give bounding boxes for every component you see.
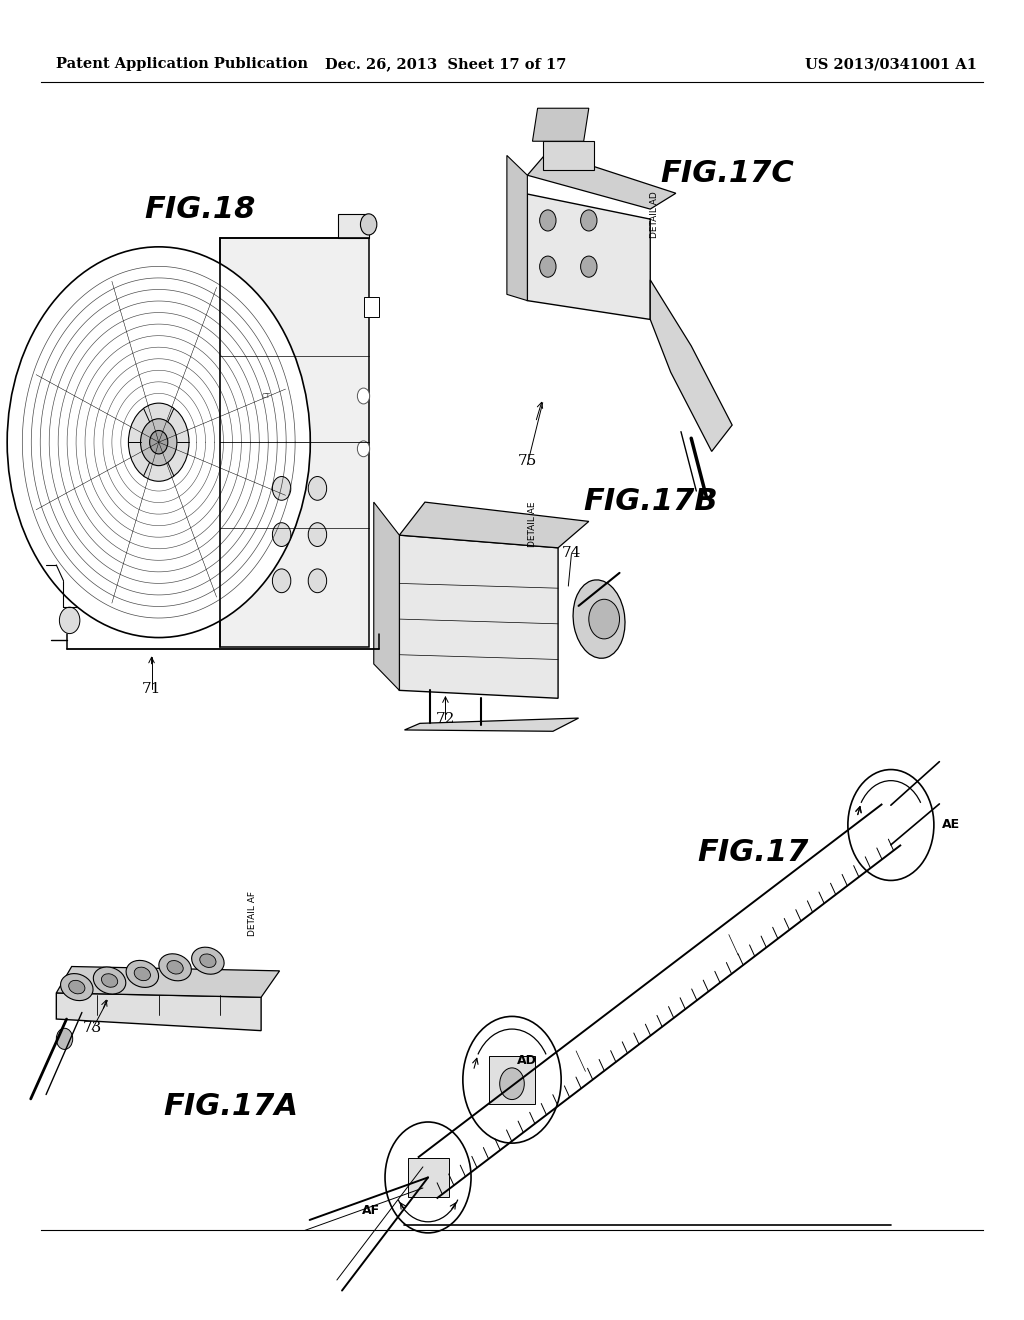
Text: AD: AD: [517, 1055, 537, 1068]
Ellipse shape: [101, 974, 118, 987]
Text: DETAIL AD: DETAIL AD: [650, 191, 659, 238]
Bar: [220, 238, 369, 647]
Polygon shape: [507, 156, 527, 301]
Text: 74: 74: [562, 546, 581, 560]
Circle shape: [581, 210, 597, 231]
Polygon shape: [399, 535, 558, 698]
Text: FIG.17C: FIG.17C: [660, 160, 794, 189]
Circle shape: [500, 1068, 524, 1100]
Polygon shape: [650, 280, 732, 451]
Circle shape: [56, 1028, 73, 1049]
Text: AE: AE: [942, 818, 961, 832]
Circle shape: [357, 441, 370, 457]
Circle shape: [581, 256, 597, 277]
Polygon shape: [527, 152, 676, 209]
Circle shape: [272, 477, 291, 500]
Text: AF: AF: [361, 1204, 380, 1217]
Text: DETAIL AF: DETAIL AF: [248, 891, 257, 936]
Text: 75: 75: [518, 454, 537, 467]
Bar: [364, 297, 379, 317]
Bar: [338, 214, 369, 238]
Polygon shape: [404, 718, 579, 731]
Ellipse shape: [93, 968, 126, 994]
Circle shape: [540, 256, 556, 277]
Text: Dec. 26, 2013  Sheet 17 of 17: Dec. 26, 2013 Sheet 17 of 17: [325, 57, 566, 71]
Polygon shape: [532, 108, 589, 141]
Bar: [543, 141, 594, 170]
Circle shape: [540, 210, 556, 231]
Ellipse shape: [60, 974, 93, 1001]
Circle shape: [385, 1122, 471, 1233]
Polygon shape: [56, 966, 280, 998]
Ellipse shape: [200, 954, 216, 968]
Ellipse shape: [167, 961, 183, 974]
Polygon shape: [399, 502, 589, 548]
Ellipse shape: [191, 948, 224, 974]
Circle shape: [360, 214, 377, 235]
Ellipse shape: [126, 961, 159, 987]
Text: 72: 72: [436, 713, 455, 726]
Polygon shape: [527, 194, 650, 319]
Circle shape: [463, 1016, 561, 1143]
Bar: [489, 1056, 535, 1104]
Text: Patent Application Publication: Patent Application Publication: [56, 57, 308, 71]
Circle shape: [308, 569, 327, 593]
Ellipse shape: [159, 954, 191, 981]
Circle shape: [272, 569, 291, 593]
Circle shape: [150, 430, 168, 454]
Circle shape: [308, 523, 327, 546]
Text: DETAIL AE: DETAIL AE: [528, 502, 538, 546]
Text: FIG.18: FIG.18: [144, 195, 255, 224]
Text: 73: 73: [83, 1022, 101, 1035]
Circle shape: [272, 523, 291, 546]
Text: FIG.17A: FIG.17A: [163, 1093, 298, 1122]
Text: CT: CT: [262, 393, 270, 399]
Ellipse shape: [69, 981, 85, 994]
Circle shape: [357, 388, 370, 404]
Circle shape: [308, 477, 327, 500]
Circle shape: [140, 418, 177, 466]
Circle shape: [7, 247, 310, 638]
Circle shape: [848, 770, 934, 880]
Polygon shape: [56, 993, 261, 1031]
Ellipse shape: [134, 968, 151, 981]
Polygon shape: [374, 502, 399, 690]
Text: FIG.17B: FIG.17B: [583, 487, 718, 516]
Text: FIG.17: FIG.17: [697, 838, 808, 867]
Text: US 2013/0341001 A1: US 2013/0341001 A1: [805, 57, 977, 71]
Circle shape: [589, 599, 620, 639]
Circle shape: [59, 607, 80, 634]
Bar: [408, 1158, 449, 1197]
Ellipse shape: [573, 579, 625, 659]
Text: 71: 71: [142, 682, 161, 696]
Circle shape: [128, 403, 189, 482]
